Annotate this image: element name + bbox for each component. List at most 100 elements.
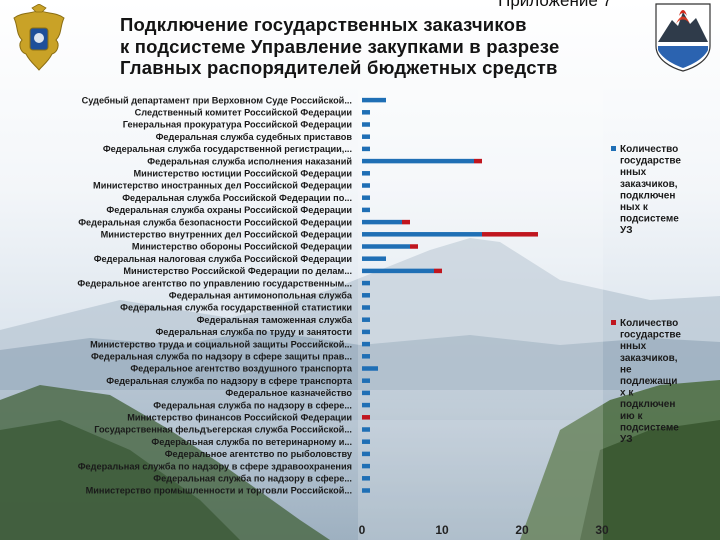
category-label: Федеральная служба по надзору в сфере зд… (78, 461, 352, 471)
legend-label-line: ию к (620, 411, 643, 422)
category-labels: Судебный департамент при Верховном Суде … (77, 95, 353, 495)
legend-label-line: нных (620, 341, 647, 352)
legend-label-line: заказчиков, (620, 353, 678, 364)
bar-series (362, 97, 538, 493)
category-label: Федеральная налоговая служба Российской … (94, 254, 353, 264)
bar-connected (362, 451, 370, 457)
page-title: Подключение государственных заказчиков к… (120, 14, 620, 79)
category-label: Министерство юстиции Российской Федераци… (134, 169, 353, 179)
category-label: Генеральная прокуратура Российской Федер… (123, 120, 353, 130)
legend-label-line: подключен (620, 399, 675, 410)
slide-label: Приложение 7 (498, 0, 612, 10)
category-label: Федеральная служба по надзору в сфере за… (91, 352, 352, 362)
category-label: Федеральное агентство воздушного транспо… (130, 364, 353, 374)
legend-label-line: х к (620, 388, 634, 399)
bar-connected (362, 305, 370, 310)
category-label: Федеральная таможенная служба (197, 315, 353, 325)
bar-connected (362, 207, 370, 213)
bar-connected (362, 244, 410, 249)
category-label: Федеральная служба по надзору в сфере тр… (106, 376, 353, 386)
legend-label-line: подсистеме (620, 422, 679, 433)
x-axis-ticks: 0 10 20 30 (359, 523, 609, 537)
bar-connected (362, 390, 370, 396)
category-label: Федеральная служба судебных приставов (156, 132, 353, 142)
legend-label-line: государстве (620, 156, 681, 167)
legend-label-line: государстве (620, 330, 681, 341)
bar-connected (362, 183, 370, 188)
legend: Количествогосударственныхзаказчиков,подк… (611, 144, 681, 445)
bar-connected (362, 219, 402, 225)
bar-not-required (362, 415, 370, 420)
bar-not-required (474, 158, 482, 164)
bar-connected (362, 171, 370, 176)
category-label: Федеральная служба охраны Российской Фед… (106, 205, 352, 215)
legend-label-line: заказчиков, (620, 179, 678, 190)
category-label: Федеральная служба исполнения наказаний (147, 156, 352, 166)
bar-not-required (410, 244, 418, 249)
category-label: Федеральная служба государственной регис… (103, 144, 352, 154)
bar-connected (362, 354, 370, 359)
bar-connected (362, 256, 386, 261)
category-label: Федеральное агентство по рыболовству (165, 449, 353, 459)
bar-connected (362, 280, 370, 286)
bar-connected (362, 134, 370, 139)
category-label: Министерство труда и социальной защиты Р… (90, 339, 352, 349)
bar-connected (362, 110, 370, 115)
legend-label-line: УЗ (620, 434, 633, 445)
legend-label-line: нных (620, 167, 647, 178)
x-tick-label: 10 (435, 523, 449, 537)
legend-label-line: Количество (620, 144, 678, 155)
category-label: Федеральное агентство по управлению госу… (77, 278, 352, 288)
bar-connected (362, 122, 370, 127)
category-label: Министерство иностранных дел Российской … (93, 181, 352, 191)
legend-label-line: ных к (620, 202, 649, 213)
category-label: Федеральная служба безопасности Российск… (78, 217, 352, 227)
bar-connected (362, 378, 370, 383)
category-label: Федеральная служба по ветеринарному и... (151, 437, 352, 447)
title-line-3: Главных распорядителей бюджетных средств (120, 57, 558, 78)
bar-connected (362, 366, 378, 371)
bar-connected (362, 329, 370, 335)
bar-not-required (434, 268, 442, 274)
bar-connected (362, 158, 474, 164)
category-label: Министерство финансов Российской Федерац… (127, 413, 352, 423)
category-label: Федеральная антимонопольная служба (169, 291, 353, 301)
bar-connected (362, 402, 370, 408)
bar-connected (362, 232, 482, 237)
category-label: Министерство обороны Российской Федераци… (132, 242, 352, 252)
bar-connected (362, 146, 370, 152)
category-label: Министерство промышленности и торговли Р… (86, 486, 352, 496)
bar-connected (362, 268, 434, 274)
legend-label-line: Количество (620, 318, 678, 329)
bar-connected (362, 293, 370, 298)
legend-label-line: УЗ (620, 225, 633, 236)
bar-connected (362, 341, 370, 347)
category-label: Федеральная служба по надзору в сфере... (153, 400, 352, 410)
category-label: Судебный департамент при Верховном Суде … (82, 95, 352, 105)
legend-label-line: подключен (620, 190, 675, 201)
bar-not-required (482, 232, 538, 237)
legend-label-line: подсистеме (620, 214, 679, 225)
legend-label-line: подлежащи (620, 376, 677, 387)
x-tick-label: 0 (359, 523, 366, 537)
x-tick-label: 30 (595, 523, 609, 537)
category-label: Федеральная служба по надзору в сфере... (153, 474, 352, 484)
region-coat-of-arms (655, 3, 711, 72)
bar-connected (362, 317, 370, 322)
legend-swatch (611, 320, 616, 325)
legend-label-line: не (620, 364, 632, 375)
category-label: Федеральная служба Российской Федерации … (122, 193, 352, 203)
title-line-2: к подсистеме Управление закупками в разр… (120, 35, 560, 57)
bar-not-required (402, 219, 410, 225)
bar-connected (362, 488, 370, 493)
bar-connected (362, 476, 370, 481)
bar-connected (362, 195, 370, 200)
category-label: Федеральное казначейство (225, 388, 352, 398)
bar-connected (362, 463, 370, 469)
x-tick-label: 20 (515, 523, 529, 537)
coat-of-arms-emblem (13, 4, 65, 71)
bar-connected (362, 427, 370, 432)
legend-swatch (611, 146, 616, 151)
category-label: Министерство внутренних дел Российской Ф… (101, 230, 353, 240)
